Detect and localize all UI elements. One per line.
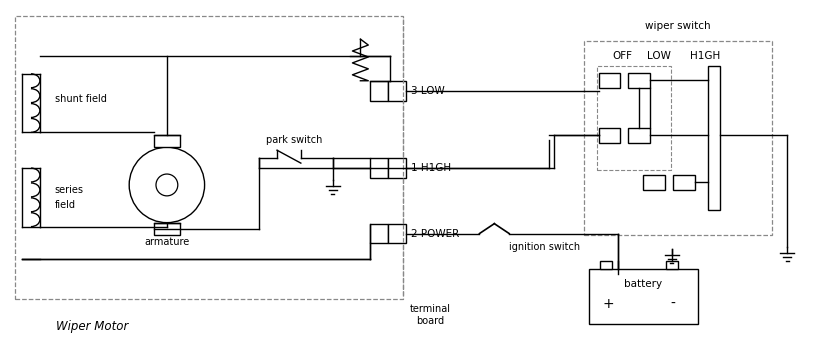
Text: battery: battery	[624, 279, 663, 289]
Text: OFF: OFF	[612, 51, 632, 61]
Bar	[583, 41, 772, 235]
Text: terminal: terminal	[409, 304, 450, 314]
Text: park switch: park switch	[266, 135, 322, 145]
Text: LOW: LOW	[647, 51, 671, 61]
Bar	[599, 73, 620, 88]
Bar	[154, 135, 180, 147]
Bar	[388, 158, 406, 178]
Bar	[388, 81, 406, 101]
Text: Wiper Motor: Wiper Motor	[56, 320, 128, 333]
Bar	[15, 16, 403, 299]
Text: 2 POWER: 2 POWER	[411, 228, 459, 238]
Bar	[600, 261, 613, 269]
Bar	[708, 66, 720, 210]
Bar	[154, 223, 180, 235]
Text: board: board	[416, 316, 444, 326]
Bar	[370, 223, 388, 243]
Bar	[628, 73, 650, 88]
Text: H1GH: H1GH	[690, 51, 720, 61]
Text: 1 H1GH: 1 H1GH	[411, 163, 451, 173]
Bar	[628, 129, 650, 143]
Text: +: +	[603, 297, 614, 311]
Bar	[370, 158, 388, 178]
Bar	[588, 269, 698, 324]
Bar	[596, 66, 671, 170]
Text: ignition switch: ignition switch	[509, 242, 580, 252]
Bar	[599, 129, 620, 143]
Text: 3 LOW: 3 LOW	[411, 86, 444, 96]
Bar	[673, 175, 694, 190]
Bar	[388, 223, 406, 243]
Bar	[643, 175, 665, 190]
Bar	[370, 81, 388, 101]
Bar	[666, 261, 678, 269]
Text: wiper switch: wiper switch	[645, 21, 711, 31]
Text: shunt field: shunt field	[55, 94, 107, 104]
Text: series: series	[55, 185, 84, 195]
Text: field: field	[55, 200, 76, 210]
Text: -: -	[671, 297, 676, 311]
Text: armature: armature	[145, 237, 190, 247]
